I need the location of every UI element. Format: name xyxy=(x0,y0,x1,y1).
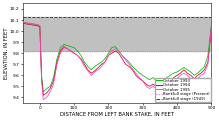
Y-axis label: ELEVATION, IN FEET: ELEVATION, IN FEET xyxy=(4,27,9,79)
Bar xyxy=(23,17,211,51)
Legend: October 1993, October 1994, October 1995, Bankfull stage (Present), Bankfull sta: October 1993, October 1994, October 1995… xyxy=(155,78,210,102)
X-axis label: DISTANCE FROM LEFT BANK STAKE, IN FEET: DISTANCE FROM LEFT BANK STAKE, IN FEET xyxy=(60,111,174,117)
